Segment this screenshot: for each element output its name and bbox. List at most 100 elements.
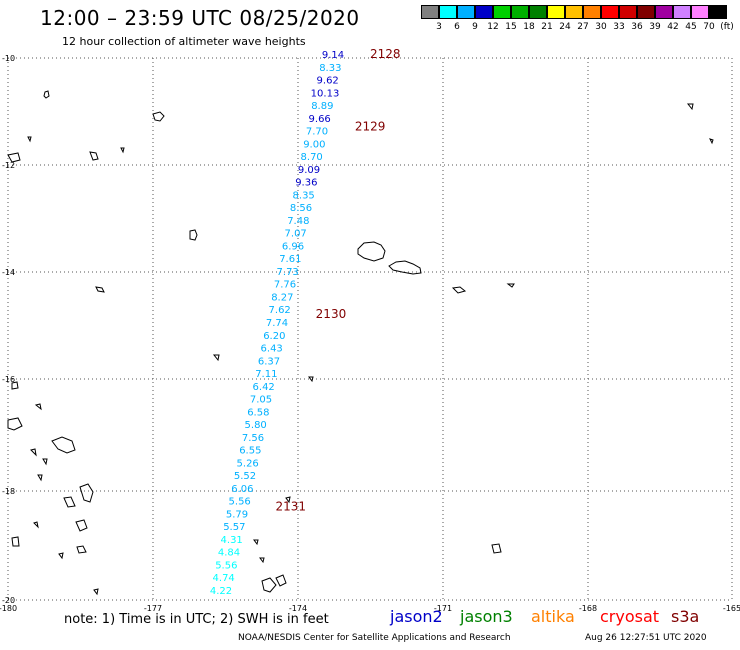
- colorbar-swatch: [637, 5, 655, 19]
- wave-height-reading: 5.79: [226, 509, 248, 520]
- island-small-13: [285, 496, 291, 504]
- colorbar-label: 70: [703, 22, 715, 32]
- satellite-name-altika: altika: [531, 607, 575, 626]
- wave-height-reading: 6.42: [253, 382, 275, 393]
- lon-tick-label: -168: [579, 604, 597, 613]
- wave-height-reading: 6.06: [231, 484, 253, 495]
- wave-height-reading: 7.48: [287, 216, 309, 227]
- wave-height-reading: 9.66: [309, 114, 331, 125]
- credit-timestamp: Aug 26 12:27:51 UTC 2020: [585, 633, 707, 643]
- island-small-21: [37, 474, 43, 482]
- wave-height-reading: 10.13: [311, 88, 340, 99]
- lon-tick-label: -171: [434, 604, 452, 613]
- colorbar-swatch: [511, 5, 529, 19]
- map-title: 12:00 – 23:59 UTC 08/25/2020: [40, 6, 360, 30]
- island-small-26: [33, 521, 39, 529]
- colorbar-label: 45: [685, 22, 697, 32]
- island-small-22: [93, 588, 99, 596]
- wave-height-reading: 8.33: [319, 63, 341, 74]
- wave-height-colorbar: 3 6 9 12 15 18 21 24 27 30 33 36 39 42 45 70 (ft): [421, 5, 734, 35]
- wave-height-reading: 4.22: [210, 586, 232, 597]
- island-small-12: [506, 283, 515, 288]
- island-wallis: [189, 229, 198, 241]
- colorbar-swatch: [673, 5, 691, 19]
- wave-height-reading: 7.11: [255, 369, 277, 380]
- island-small-6: [709, 138, 714, 145]
- island-samoa-upolu: [388, 260, 422, 275]
- wave-height-reading: 5.26: [237, 458, 259, 469]
- colorbar-swatch: [439, 5, 457, 19]
- island-small-23: [253, 539, 259, 546]
- wave-height-reading: 9.14: [322, 50, 344, 61]
- island-small-8: [491, 543, 502, 554]
- wave-height-reading: 8.89: [311, 101, 333, 112]
- lon-tick-label: -174: [289, 604, 307, 613]
- colorbar-swatch: [619, 5, 637, 19]
- lat-tick-label: -12: [2, 161, 15, 170]
- island-small-4: [451, 286, 467, 294]
- footer-note: note: 1) Time is in UTC; 2) SWH is in fe…: [64, 612, 329, 627]
- island-small-10: [261, 577, 277, 593]
- wave-height-reading: 7.62: [269, 305, 291, 316]
- island-small-24: [259, 557, 265, 564]
- island-tonga-1: [79, 483, 94, 503]
- colorbar-label: (ft): [720, 22, 734, 32]
- colorbar-swatch: [529, 5, 547, 19]
- satellite-name-cryosat: cryosat: [600, 607, 660, 626]
- wave-height-reading: 6.96: [282, 241, 304, 252]
- wave-height-reading: 6.20: [263, 331, 285, 342]
- lon-tick-label: -177: [144, 604, 162, 613]
- satellite-name-jason3: jason3: [460, 607, 513, 626]
- colorbar-swatch: [421, 5, 439, 19]
- wave-height-reading: 7.73: [277, 267, 299, 278]
- map-subtitle: 12 hour collection of altimeter wave hei…: [62, 35, 306, 48]
- wave-height-reading: 5.56: [229, 497, 251, 508]
- island-small-7: [7, 152, 21, 163]
- island-small-27: [58, 552, 64, 560]
- colorbar-label: 24: [559, 22, 571, 32]
- island-small-16: [120, 147, 125, 154]
- wave-height-reading: 7.56: [242, 433, 264, 444]
- colorbar-label: 33: [613, 22, 625, 32]
- wave-height-reading: 8.27: [271, 292, 293, 303]
- pass-number-label: 2130: [316, 307, 347, 321]
- island-tonga-2: [63, 496, 76, 508]
- colorbar-label: 42: [667, 22, 679, 32]
- pass-number-label: 2128: [370, 47, 401, 61]
- colorbar-swatch: [475, 5, 493, 19]
- colorbar-label: 15: [505, 22, 517, 32]
- wave-height-reading: 7.05: [250, 395, 272, 406]
- island-fiji-lau-1: [51, 436, 76, 454]
- wave-height-reading: 6.58: [247, 407, 269, 418]
- wave-height-reading: 9.62: [317, 76, 339, 87]
- wave-height-reading: 4.74: [213, 573, 235, 584]
- wave-height-reading: 5.57: [223, 522, 245, 533]
- colorbar-swatch: [601, 5, 619, 19]
- wave-height-reading: 7.61: [279, 254, 301, 265]
- island-futuna: [152, 111, 165, 122]
- island-small-14: [11, 381, 19, 390]
- island-tonga-3: [75, 519, 88, 532]
- wave-height-reading: 9.36: [295, 178, 317, 189]
- colorbar-swatch: [493, 5, 511, 19]
- map-grid: [7, 57, 733, 601]
- colorbar-label: 30: [595, 22, 607, 32]
- lon-tick-label: -180: [0, 604, 17, 613]
- pass-number-label: 2131: [275, 499, 306, 513]
- island-small-19: [30, 448, 37, 457]
- wave-height-reading: 9.00: [303, 139, 325, 150]
- island-small-3: [95, 286, 105, 293]
- island-small-20: [42, 458, 48, 466]
- wave-height-reading: 7.74: [266, 318, 288, 329]
- colorbar-label: 9: [472, 22, 478, 32]
- satellite-name-s3a: s3a: [671, 607, 700, 626]
- wave-height-reading: 7.70: [306, 127, 328, 138]
- colorbar-swatch: [691, 5, 709, 19]
- wave-height-reading: 9.09: [298, 165, 320, 176]
- lat-tick-label: -16: [2, 375, 15, 384]
- colorbar-swatch: [547, 5, 565, 19]
- colorbar-swatch: [583, 5, 601, 19]
- lat-tick-label: -18: [2, 487, 15, 496]
